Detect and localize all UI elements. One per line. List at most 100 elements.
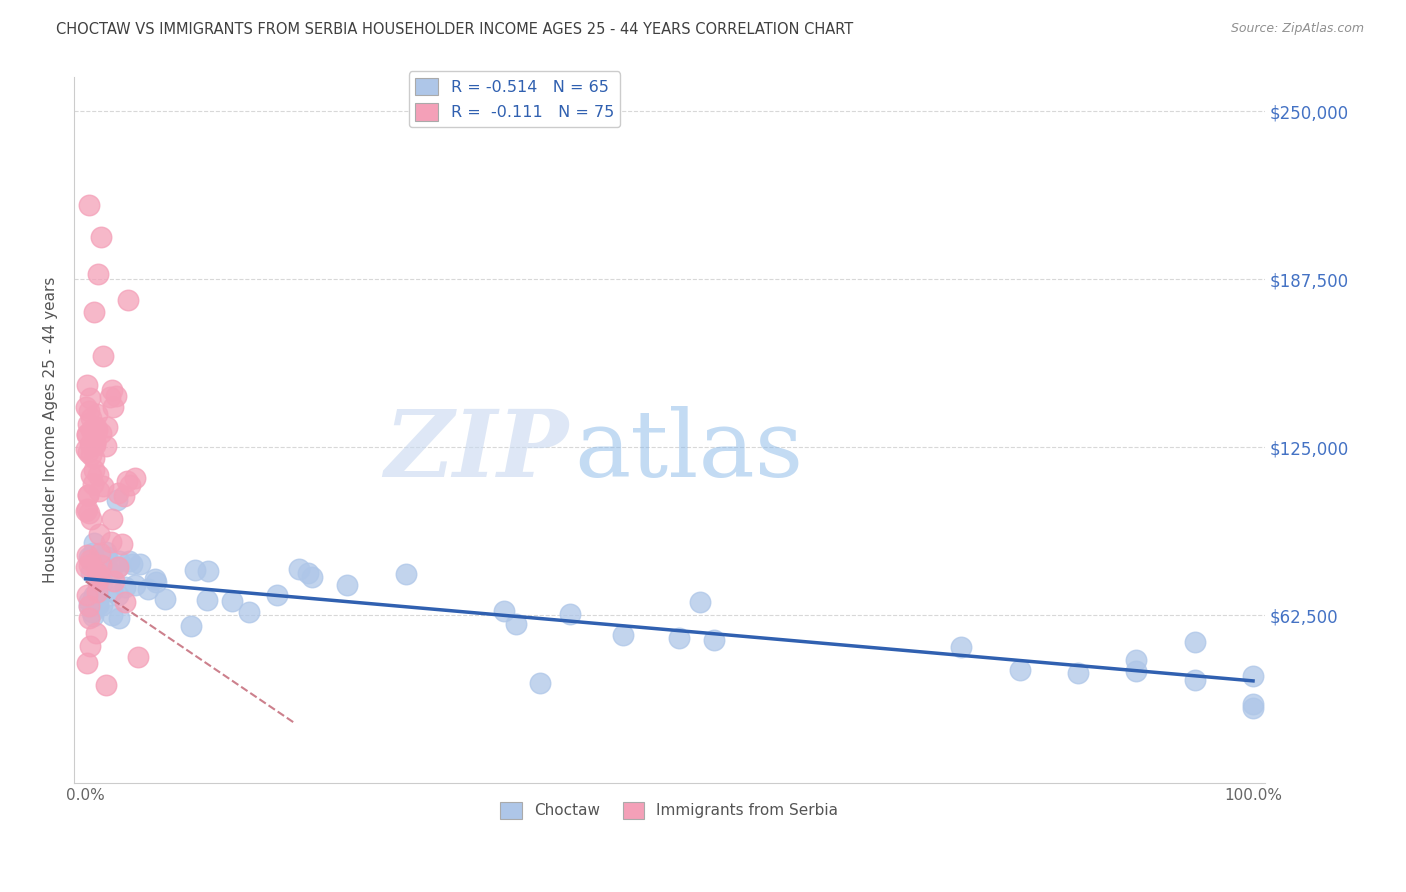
Point — [82, 608, 104, 623]
Point — [103, 574, 125, 588]
Point — [77, 599, 100, 614]
Point — [94, 678, 117, 692]
Point — [77, 550, 100, 565]
Point — [1241, 700, 1264, 714]
Point — [77, 599, 100, 613]
Point — [83, 588, 105, 602]
Point — [180, 619, 202, 633]
Point — [83, 450, 105, 465]
Point — [101, 608, 124, 623]
Point — [127, 650, 149, 665]
Point — [98, 390, 121, 404]
Point — [77, 507, 100, 521]
Point — [100, 566, 122, 580]
Point — [80, 593, 103, 607]
Point — [77, 558, 100, 573]
Point — [124, 577, 146, 591]
Point — [101, 383, 124, 397]
Point — [115, 474, 138, 488]
Point — [77, 198, 100, 212]
Point — [91, 350, 114, 364]
Point — [77, 488, 100, 502]
Point — [108, 611, 131, 625]
Point — [101, 584, 124, 599]
Point — [104, 389, 127, 403]
Point — [77, 594, 100, 608]
Point — [395, 566, 418, 581]
Point — [107, 486, 129, 500]
Point — [96, 550, 118, 565]
Point — [87, 267, 110, 281]
Point — [668, 631, 690, 645]
Point — [121, 557, 143, 571]
Point — [112, 489, 135, 503]
Point — [87, 598, 110, 612]
Point — [100, 534, 122, 549]
Point — [950, 640, 973, 654]
Y-axis label: Householder Income Ages 25 - 44 years: Householder Income Ages 25 - 44 years — [44, 277, 58, 583]
Point — [118, 554, 141, 568]
Point — [75, 503, 97, 517]
Point — [87, 483, 110, 498]
Point — [114, 595, 136, 609]
Point — [89, 568, 111, 582]
Point — [110, 537, 132, 551]
Point — [297, 566, 319, 580]
Point — [96, 420, 118, 434]
Point — [612, 627, 634, 641]
Point — [76, 589, 98, 603]
Point — [107, 560, 129, 574]
Point — [77, 611, 100, 625]
Point — [703, 632, 725, 647]
Point — [84, 420, 107, 434]
Point — [301, 569, 323, 583]
Point — [105, 492, 128, 507]
Point — [124, 471, 146, 485]
Point — [83, 434, 105, 449]
Point — [79, 437, 101, 451]
Point — [79, 511, 101, 525]
Point — [76, 501, 98, 516]
Point — [84, 626, 107, 640]
Point — [1241, 669, 1264, 683]
Point — [90, 229, 112, 244]
Point — [76, 417, 98, 431]
Point — [83, 463, 105, 477]
Text: Source: ZipAtlas.com: Source: ZipAtlas.com — [1230, 22, 1364, 36]
Point — [86, 565, 108, 579]
Point — [89, 547, 111, 561]
Point — [153, 591, 176, 606]
Point — [90, 558, 112, 573]
Point — [87, 577, 110, 591]
Point — [77, 403, 100, 417]
Point — [143, 572, 166, 586]
Point — [75, 442, 97, 456]
Text: atlas: atlas — [574, 407, 803, 497]
Point — [83, 536, 105, 550]
Point — [288, 562, 311, 576]
Point — [197, 564, 219, 578]
Point — [80, 467, 103, 482]
Point — [91, 598, 114, 612]
Point — [93, 479, 115, 493]
Point — [266, 588, 288, 602]
Point — [94, 561, 117, 575]
Point — [107, 588, 129, 602]
Point — [1125, 653, 1147, 667]
Point — [1008, 663, 1031, 677]
Point — [76, 378, 98, 392]
Point — [195, 592, 218, 607]
Point — [529, 675, 551, 690]
Point — [79, 449, 101, 463]
Point — [108, 554, 131, 568]
Point — [94, 439, 117, 453]
Point — [128, 558, 150, 572]
Point — [101, 512, 124, 526]
Point — [76, 548, 98, 562]
Point — [76, 427, 98, 442]
Point — [1184, 673, 1206, 687]
Point — [80, 423, 103, 437]
Point — [101, 400, 124, 414]
Point — [87, 468, 110, 483]
Point — [86, 407, 108, 421]
